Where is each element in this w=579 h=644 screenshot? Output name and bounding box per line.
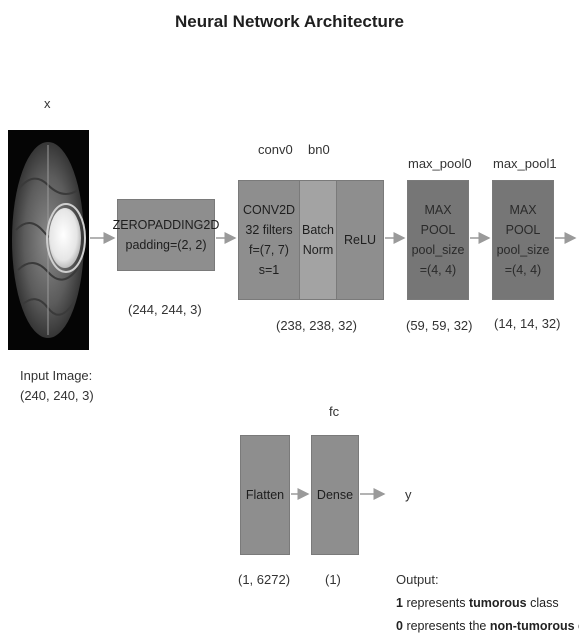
output-class-0-bold: non-tumorous (489, 619, 575, 633)
output-class-1-pre: represents (406, 596, 466, 610)
flatten-label: Flatten (245, 488, 285, 502)
output-symbol: y (405, 487, 412, 502)
conv-line: s=1 (258, 263, 280, 277)
bn-line: Batch (302, 223, 334, 237)
conv-name: conv0 (258, 142, 293, 157)
dense-label: Dense (316, 488, 354, 502)
zeropadding-block: ZEROPADDING2D padding=(2, 2) (113, 199, 219, 271)
zeropadding-line1: ZEROPADDING2D (112, 218, 220, 232)
pool1-line: MAX (509, 203, 537, 217)
flatten-shape: (1, 6272) (238, 572, 291, 587)
pool1-line: POOL (505, 223, 541, 237)
pool0-line: MAX (424, 203, 452, 217)
conv2d-block: CONV2D 32 filters f=(7, 7) s=1 (238, 180, 300, 300)
conv-block-shape: (238, 238, 32) (276, 318, 357, 333)
pool1-line: pool_size (496, 243, 550, 257)
output-class-0-pre: represents the (406, 619, 487, 633)
pool0-name: max_pool0 (408, 156, 472, 171)
output-class-0: 0 represents the non-tumorous class (396, 619, 579, 633)
pool0-shape: (59, 59, 32) (406, 318, 473, 333)
output-class-0-num: 0 (396, 619, 403, 633)
maxpool1-block: MAX POOL pool_size =(4, 4) (492, 180, 554, 300)
pool1-line: =(4, 4) (504, 263, 542, 277)
input-label-line2: (240, 240, 3) (20, 388, 94, 403)
fc-name: fc (329, 404, 340, 419)
input-label-line1: Input Image: (20, 368, 93, 383)
relu-block: ReLU (336, 180, 384, 300)
output-class-1-post: class (530, 596, 559, 610)
conv-line: 32 filters (245, 223, 293, 237)
dense-block: Dense (311, 435, 359, 555)
pool0-line: =(4, 4) (419, 263, 457, 277)
brain-mri-image (8, 130, 89, 350)
conv-line: f=(7, 7) (249, 243, 289, 257)
maxpool0-block: MAX POOL pool_size =(4, 4) (407, 180, 469, 300)
input-symbol: x (44, 96, 51, 111)
batchnorm-block: Batch Norm (299, 180, 337, 300)
relu-label: ReLU (344, 233, 376, 247)
pool1-shape: (14, 14, 32) (494, 316, 561, 331)
zeropadding-shape: (244, 244, 3) (128, 302, 202, 317)
output-class-1-num: 1 (396, 596, 403, 610)
zeropadding-line2: padding=(2, 2) (125, 238, 207, 252)
output-class-1-bold: tumorous (468, 596, 527, 610)
conv-line: CONV2D (242, 203, 296, 217)
pool0-line: POOL (420, 223, 456, 237)
bn-name: bn0 (308, 142, 330, 157)
diagram-title: Neural Network Architecture (175, 12, 404, 31)
pool0-line: pool_size (411, 243, 465, 257)
pool1-name: max_pool1 (493, 156, 557, 171)
dense-shape: (1) (325, 572, 341, 587)
bn-line: Norm (302, 243, 334, 257)
output-class-1: 1 represents tumorous class (396, 596, 559, 610)
flatten-block: Flatten (240, 435, 290, 555)
output-heading: Output: (396, 572, 439, 587)
